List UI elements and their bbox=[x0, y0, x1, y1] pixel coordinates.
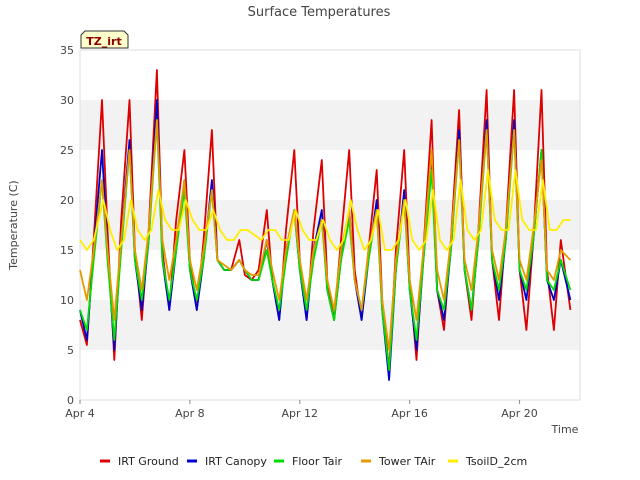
legend: IRT Ground IRT Canopy Floor Tair Tower TAir… bbox=[100, 455, 527, 468]
legend-label-irt-canopy: IRT Canopy bbox=[205, 455, 267, 468]
series-line-tsoild-2cm bbox=[79, 169, 571, 251]
plot-frame bbox=[79, 49, 581, 401]
x-tick-label: Apr 20 bbox=[501, 407, 538, 420]
series-layer bbox=[79, 69, 572, 381]
x-tick-label: Apr 16 bbox=[391, 407, 428, 420]
series-line-tower-tair bbox=[79, 119, 572, 351]
x-tick-label: Apr 12 bbox=[282, 407, 319, 420]
badge: TZ_irt bbox=[80, 30, 129, 49]
legend-label-irt-ground: IRT Ground bbox=[118, 455, 179, 468]
y-tick-label: 5 bbox=[67, 344, 74, 357]
grid-band bbox=[80, 50, 580, 100]
legend-label-floor-tair: Floor Tair bbox=[292, 455, 343, 468]
y-axis: 0 5 10 15 20 25 30 35 bbox=[60, 44, 74, 407]
y-tick-label: 30 bbox=[60, 94, 74, 107]
y-tick-label: 20 bbox=[60, 194, 74, 207]
x-axis: Apr 4 Apr 8 Apr 12 Apr 16 Apr 20 bbox=[65, 400, 538, 420]
grid-band bbox=[80, 150, 580, 200]
legend-label-tsoild-2cm: TsoilD_2cm bbox=[465, 455, 527, 468]
grid-band bbox=[80, 300, 580, 350]
y-axis-title: Temperature (C) bbox=[7, 180, 20, 270]
grid-band bbox=[80, 350, 580, 400]
grid-band bbox=[80, 100, 580, 150]
grid-bands bbox=[80, 50, 580, 400]
y-tick-label: 25 bbox=[60, 144, 74, 157]
badge-label: TZ_irt bbox=[86, 35, 121, 48]
y-tick-label: 10 bbox=[60, 294, 74, 307]
y-tick-label: 15 bbox=[60, 244, 74, 257]
y-tick-label: 35 bbox=[60, 44, 74, 57]
y-tick-label: 0 bbox=[67, 394, 74, 407]
legend-label-tower-tair: Tower TAir bbox=[378, 455, 436, 468]
x-tick-label: Apr 4 bbox=[65, 407, 95, 420]
chart-title: Surface Temperatures bbox=[248, 5, 391, 20]
x-tick-label: Apr 8 bbox=[175, 407, 205, 420]
x-axis-title: Time bbox=[551, 423, 579, 436]
